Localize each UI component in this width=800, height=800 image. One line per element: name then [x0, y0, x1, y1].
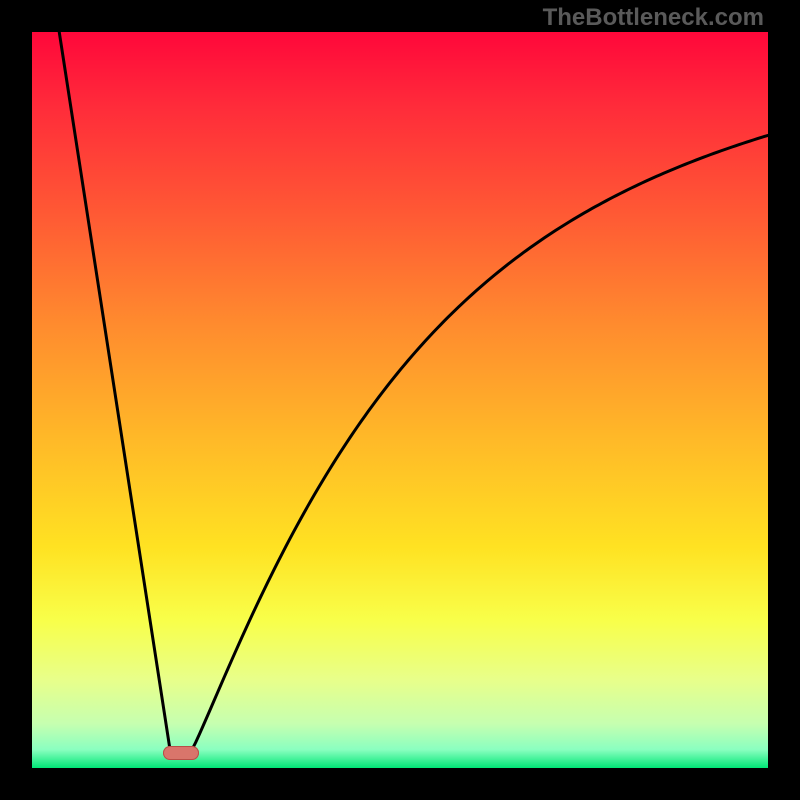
chart-frame: TheBottleneck.com [0, 0, 800, 800]
bottleneck-curve [32, 32, 768, 768]
optimum-marker [163, 746, 199, 760]
watermark-text: TheBottleneck.com [543, 4, 764, 32]
plot-area [32, 32, 768, 768]
